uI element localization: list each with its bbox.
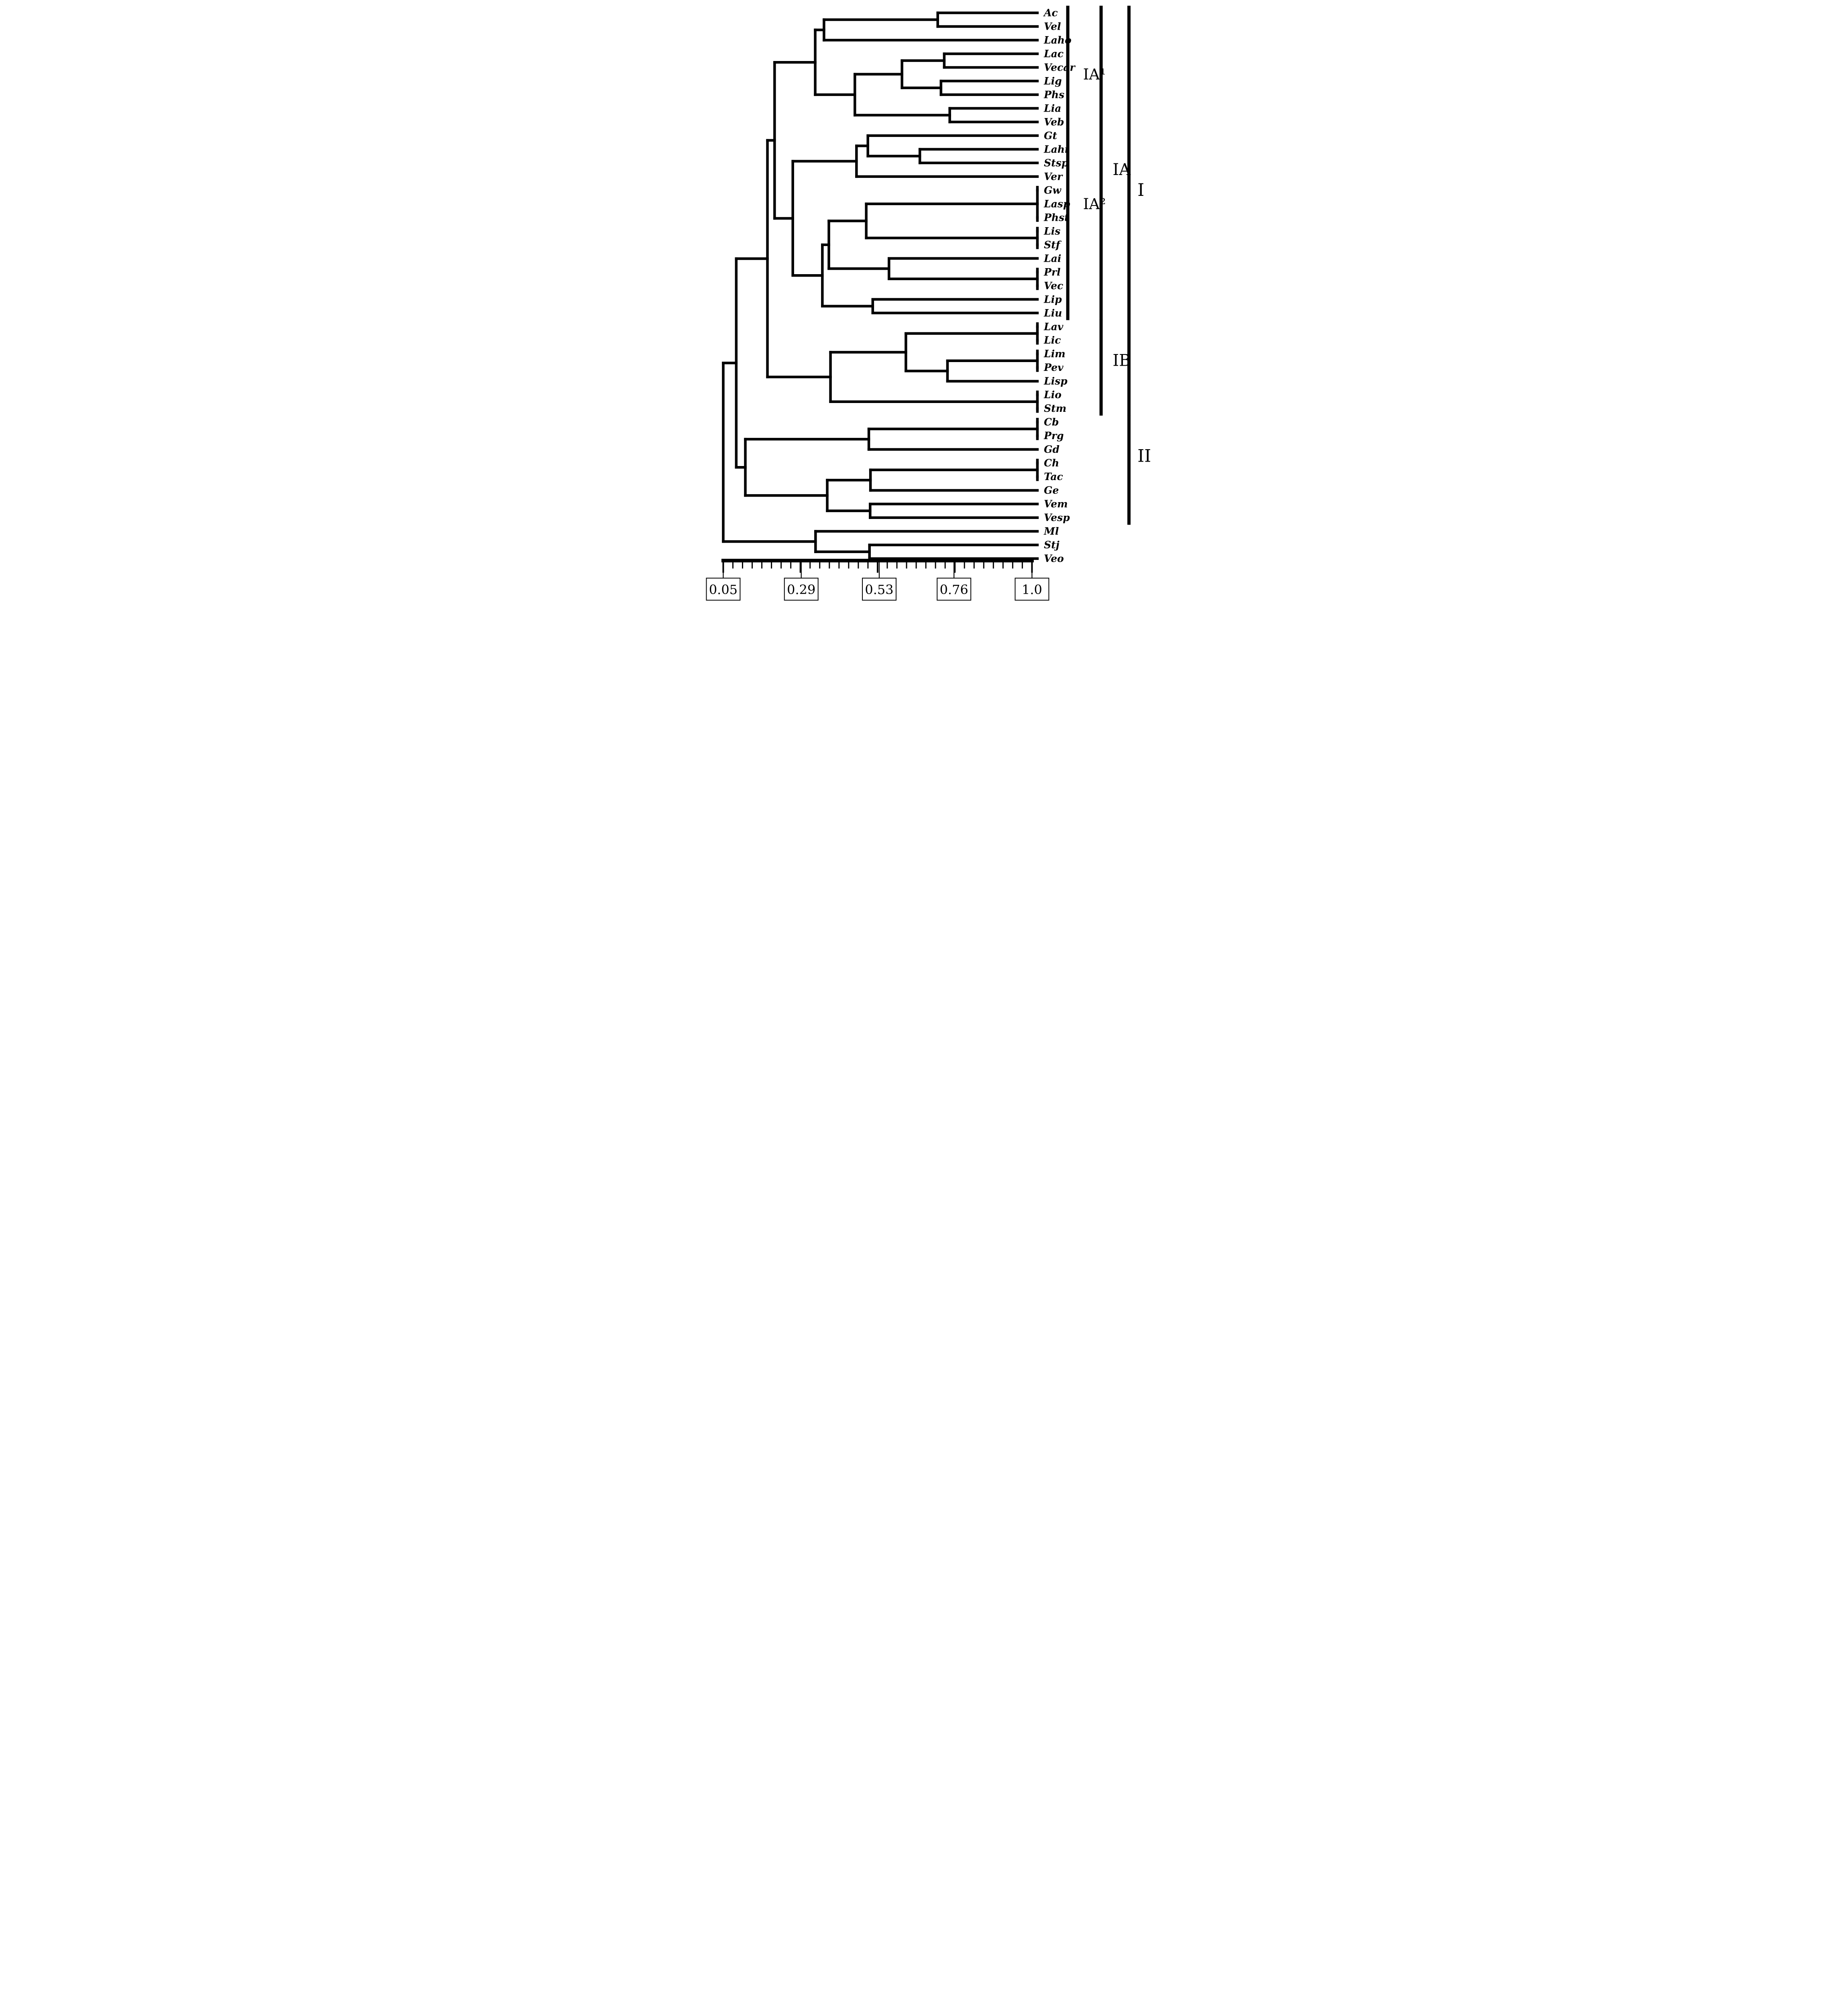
leaf-label-Vesp: Vesp [1044,512,1070,523]
group-label-II: II [1137,446,1151,466]
leaf-label-Prg: Prg [1043,430,1064,442]
leaf-label-Vel: Vel [1044,20,1061,32]
similarity-scale: 0.05 0.29 0.53 0.76 1.0 [705,559,1049,601]
scale-value-box [705,578,740,601]
leaf-label-Lac: Lac [1043,48,1064,59]
leaf-label-Lic: Lic [1043,334,1061,346]
scale-value-box [1014,578,1049,601]
dendrogram-canvas: AcVelLahoLacVecarLigPhsLiaVebGtLahiStspV… [693,0,1155,601]
leaf-label-Vecar: Vecar [1044,61,1076,73]
scale-value-0.29: 0.29 [787,582,815,597]
leaf-label-Stm: Stm [1044,403,1066,414]
leaf-label-Pev: Pev [1043,362,1064,373]
scale-value-box [862,578,896,601]
scale-value-box [936,578,971,601]
scale-value-0.76: 0.76 [939,582,968,597]
leaf-label-Prl: Prl [1043,266,1060,278]
leaf-label-Ge: Ge [1044,484,1059,496]
leaf-label-Lav: Lav [1043,321,1064,332]
leaf-label-Lip: Lip [1043,293,1062,305]
leaf-label-Lig: Lig [1043,75,1062,87]
leaf-label-Lahi: Lahi [1043,143,1068,155]
leaf-label-Liu: Liu [1043,307,1062,319]
leaf-label-Vem: Vem [1044,498,1068,510]
leaf-label-Gd: Gd [1044,444,1059,455]
axis-bar [721,559,1034,563]
dendrogram-links [721,11,1039,560]
dendrogram-figure: Ac Vel Laho Lac Vecar Lig Phs Lia Veb Gt Lahi Stsp V… [693,0,1155,601]
leaf-label-Gw: Gw [1044,184,1062,196]
scale-value-0.53: 0.53 [865,582,893,597]
leaf-label-Lim: Lim [1043,348,1065,360]
leaf-label-Lisp: Lisp [1043,375,1068,387]
leaf-label-Veo: Veo [1044,553,1064,564]
leaf-label-Phst: Phst [1043,212,1069,223]
leaf-label-Ver: Ver [1044,171,1063,182]
leaf-label-Ac: Ac [1043,7,1058,18]
leaf-label-Lio: Lio [1043,389,1062,401]
leaf-label-Ml: Ml [1043,525,1059,537]
leaf-label-Stsp: Stsp [1044,157,1069,169]
scale-value-1.0: 1.0 [1022,582,1042,597]
leaf-label-Phs: Phs [1043,89,1064,100]
scale-value-0.05: 0.05 [709,582,737,597]
leaf-label-Tac: Tac [1044,471,1063,482]
leaf-label-Stj: Stj [1044,539,1059,551]
leaf-label-Vec: Vec [1044,280,1063,291]
group-label-I: I [1137,180,1144,200]
leaf-labels: AcVelLahoLacVecarLigPhsLiaVebGtLahiStspV… [1043,7,1076,564]
scale-value-box [784,578,819,601]
leaf-label-Stf: Stf [1044,239,1062,250]
leaf-label-Lasp: Lasp [1043,198,1070,210]
leaf-label-Veb: Veb [1044,116,1064,128]
leaf-label-Lia: Lia [1043,102,1061,114]
leaf-label-Lis: Lis [1043,225,1060,237]
leaf-label-Ch: Ch [1044,457,1059,469]
leaf-label-Gt: Gt [1044,130,1057,141]
leaf-label-Cb: Cb [1044,416,1059,428]
leaf-label-Lai: Lai [1043,252,1061,264]
